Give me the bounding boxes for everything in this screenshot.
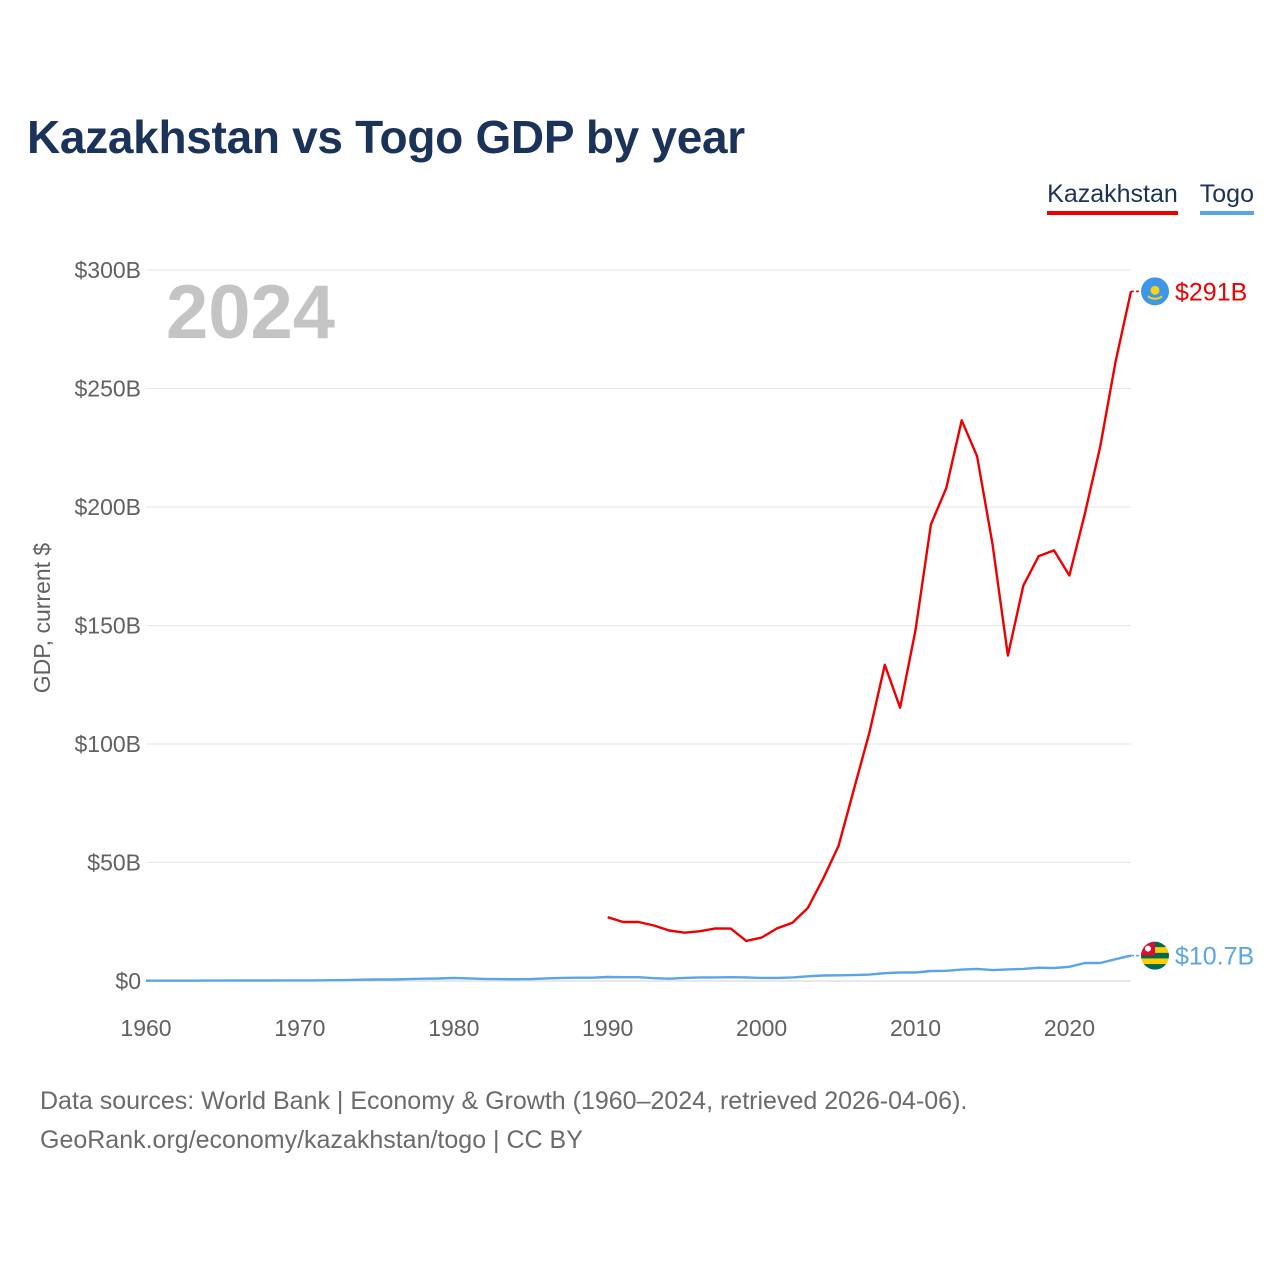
- x-tick-label: 2020: [1044, 1015, 1095, 1041]
- end-markers: $291B $10.7B: [1131, 277, 1254, 971]
- end-value-label-togo: $10.7B: [1175, 943, 1254, 971]
- y-tick-label: $0: [115, 968, 141, 994]
- series-line-kazakhstan[interactable]: [607, 291, 1133, 943]
- end-value-label-kazakhstan: $291B: [1175, 278, 1247, 306]
- y-tick-label: $250B: [74, 376, 141, 402]
- year-watermark: 2024: [166, 270, 335, 355]
- y-axis-label: GDP, current $: [29, 543, 55, 694]
- y-tick-label: $200B: [74, 494, 141, 520]
- legend-item-kazakhstan[interactable]: Kazakhstan: [1047, 180, 1178, 215]
- grid-lines: [146, 269, 1131, 982]
- series-lines: [146, 291, 1133, 982]
- togo-flag-icon: [1141, 941, 1169, 970]
- x-tick-label: 2010: [890, 1015, 941, 1041]
- y-tick-label: $150B: [74, 613, 141, 639]
- y-axis-ticks: $0 $50B $100B $150B $200B $250B $300B: [74, 257, 141, 994]
- legend-item-togo[interactable]: Togo: [1199, 180, 1254, 215]
- footer-link[interactable]: GeoRank.org/economy/kazakhstan/togo | CC…: [40, 1126, 583, 1154]
- footer-sources: Data sources: World Bank | Economy & Gro…: [40, 1087, 968, 1115]
- x-tick-label: 1990: [582, 1015, 633, 1041]
- chart-title: Kazakhstan vs Togo GDP by year: [27, 111, 745, 163]
- legend: Kazakhstan Togo: [1047, 180, 1254, 215]
- x-tick-label: 1960: [120, 1015, 171, 1041]
- y-tick-label: $50B: [87, 850, 141, 876]
- x-tick-label: 2000: [736, 1015, 787, 1041]
- x-tick-label: 1980: [428, 1015, 479, 1041]
- y-tick-label: $300B: [74, 257, 141, 283]
- y-tick-label: $100B: [74, 731, 141, 757]
- footer: Data sources: World Bank | Economy & Gro…: [40, 1082, 967, 1160]
- x-axis-ticks: 1960 1970 1980 1990 2000 2010 2020: [120, 1015, 1095, 1041]
- x-tick-label: 1970: [274, 1015, 325, 1041]
- series-line-togo[interactable]: [146, 954, 1132, 982]
- kazakhstan-flag-icon: [1141, 277, 1169, 306]
